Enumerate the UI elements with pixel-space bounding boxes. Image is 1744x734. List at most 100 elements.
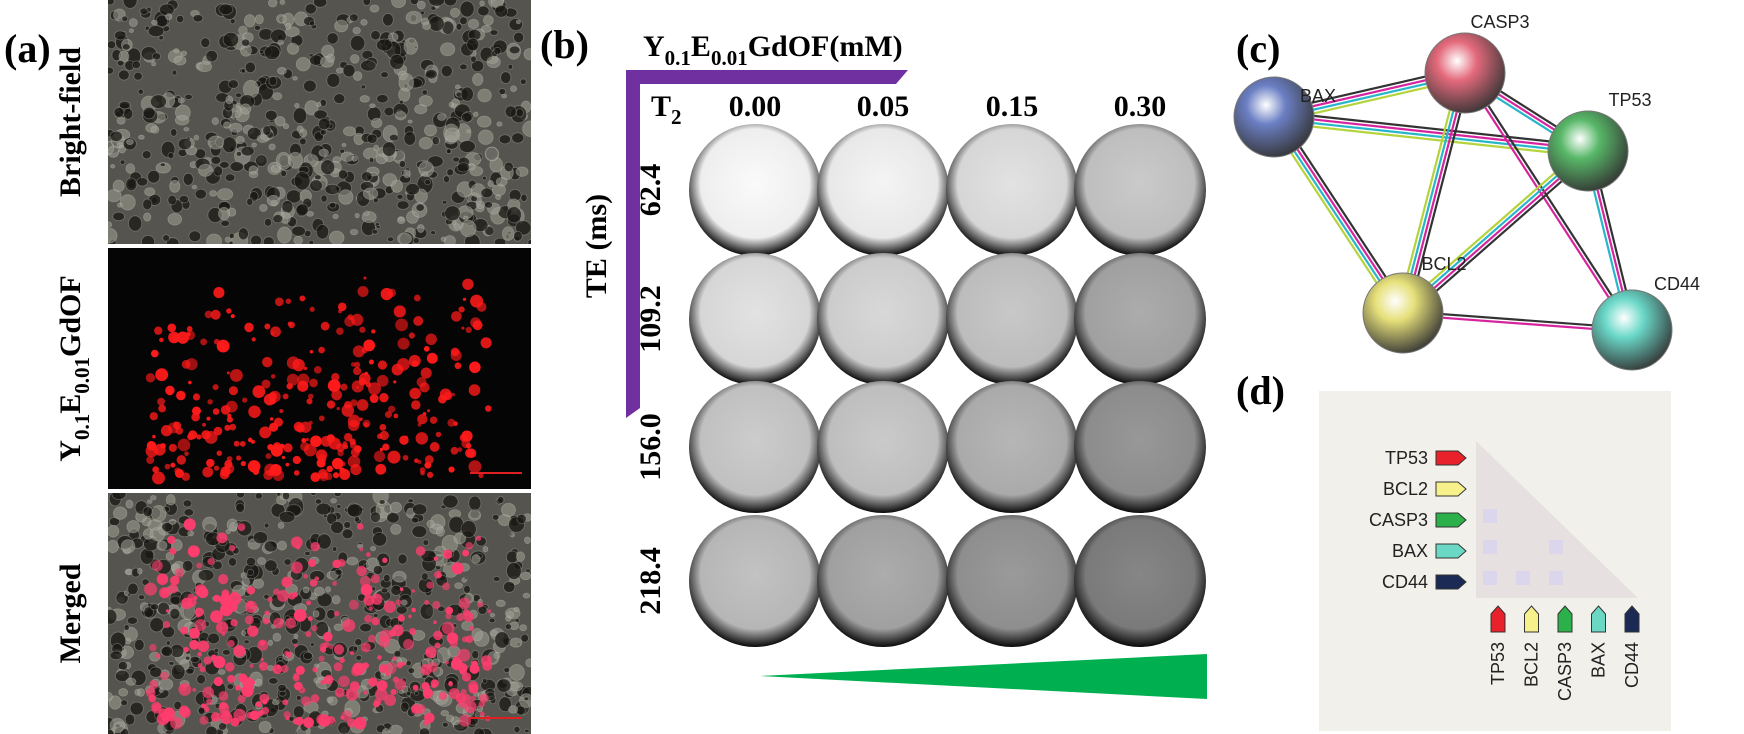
cell [141, 150, 152, 160]
cell [388, 724, 403, 734]
fluorescent-spot [166, 388, 174, 396]
cell [237, 227, 249, 241]
column-arrow [1591, 605, 1606, 633]
cell [456, 162, 470, 173]
cell [390, 523, 402, 535]
fluorescent-spot [206, 416, 211, 421]
fluorescent-spot [480, 655, 493, 667]
fluorescent-spot [185, 358, 198, 371]
matrix-cell [1483, 509, 1497, 523]
cell [349, 54, 360, 64]
fluorescent-spot [152, 466, 160, 473]
cell [143, 606, 154, 618]
cell [506, 562, 522, 580]
fluorescent-spot [286, 356, 300, 370]
fluorescent-spot [349, 650, 355, 656]
cell [213, 647, 220, 653]
cell [109, 717, 126, 733]
cell [225, 528, 231, 535]
row-label: Bright-field [54, 47, 87, 197]
fluorescent-spot [360, 642, 371, 653]
interaction-edge [1465, 71, 1635, 330]
fluorescent-spot [326, 400, 336, 409]
cell [343, 521, 352, 529]
cell [150, 504, 167, 523]
cell [442, 721, 449, 728]
cell [418, 95, 433, 107]
cell [501, 502, 516, 517]
cell [254, 678, 263, 687]
cell [282, 123, 290, 130]
cell [167, 194, 177, 206]
mri-phantom [1074, 124, 1206, 256]
fluorescent-spot [318, 346, 325, 354]
cell [173, 55, 187, 66]
cell [176, 14, 185, 24]
fluorescent-spot [221, 632, 226, 636]
interaction-edge [1396, 71, 1461, 312]
fluorescent-spot [374, 687, 388, 701]
fluorescent-spot [227, 413, 232, 418]
fluorescent-spot [337, 559, 346, 567]
cell [407, 667, 415, 674]
cell [489, 612, 496, 618]
fluorescent-spot [318, 415, 325, 422]
fluorescent-spot [305, 631, 312, 638]
cell [184, 93, 193, 100]
cell [312, 610, 320, 618]
cell [392, 570, 407, 583]
fluorescent-spot [197, 640, 210, 653]
cell [320, 194, 328, 203]
fluorescent-spot [333, 644, 345, 655]
fluorescent-spot [250, 680, 256, 685]
node-label: CASP3 [1470, 12, 1529, 32]
fluorescent-spot [465, 635, 474, 644]
fluorescent-spot [342, 441, 348, 446]
protein-node [1233, 76, 1315, 158]
fluorescent-spot [479, 711, 485, 717]
cell [225, 95, 234, 105]
cell [205, 49, 218, 63]
matrix-cell [1549, 571, 1563, 585]
fluorescent-spot [347, 718, 357, 728]
cell [264, 559, 278, 572]
fluorescent-spot [309, 579, 318, 587]
cell [360, 19, 368, 26]
fluorescent-spot [270, 374, 276, 379]
mri-phantom [817, 124, 949, 256]
cell [119, 194, 136, 211]
cell [397, 553, 408, 565]
cell [149, 617, 165, 633]
fluorescent-spot [359, 720, 363, 725]
fluorescent-spot [429, 416, 438, 424]
cell [151, 19, 158, 26]
cell [165, 237, 180, 244]
fluorescent-spot [387, 450, 401, 464]
cell [337, 721, 351, 734]
fluorescent-spot [261, 379, 271, 389]
fluorescent-spot [286, 373, 299, 386]
fluorescent-spot [433, 620, 437, 625]
fluorescent-spot [299, 421, 312, 433]
cell [441, 199, 448, 205]
panel-d: TP53 BCL2 CASP3 BAX CD44 TP53 BCL2 CASP3 BAX CD44 [1319, 391, 1671, 731]
mri-phantom [689, 124, 821, 256]
fluorescent-spot [379, 447, 384, 452]
cell [272, 92, 283, 101]
cell [525, 658, 531, 668]
fluorescent-spot [260, 657, 264, 662]
fluorescent-spot [359, 547, 364, 552]
cell [226, 683, 235, 690]
fluorescent-spot [213, 287, 225, 299]
cell [510, 532, 515, 538]
fluorescent-spot [207, 558, 215, 566]
cell [410, 517, 420, 524]
row-arrow [1435, 512, 1467, 528]
cell [285, 22, 292, 30]
fluorescent-spot [197, 663, 203, 668]
cell [459, 63, 468, 71]
fluorescent-spot [408, 332, 415, 339]
fluorescent-spot [328, 644, 334, 650]
cell [263, 540, 278, 553]
panel-a: Bright-field Y0.1E0.01GdOF Merged [54, 0, 531, 734]
